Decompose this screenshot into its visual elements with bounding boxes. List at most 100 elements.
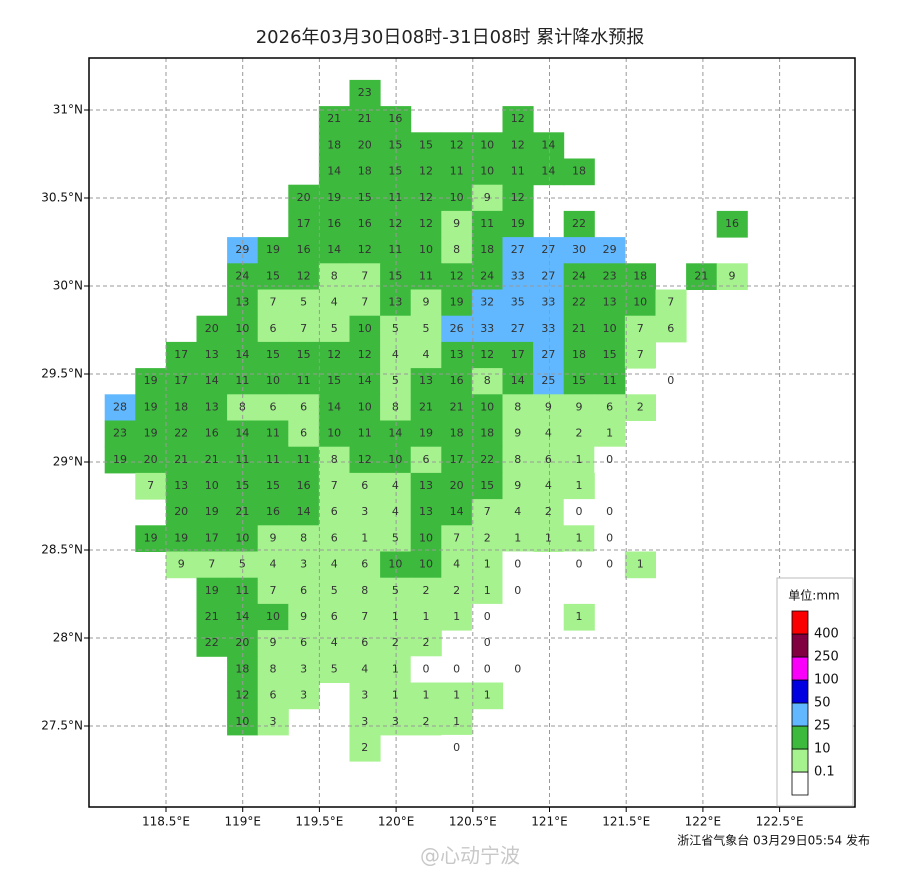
rain-value: 19: [144, 400, 158, 413]
rain-value: 13: [603, 296, 617, 309]
rain-cell: [533, 289, 565, 317]
rain-cell: [533, 132, 565, 159]
rain-value: 11: [419, 269, 433, 282]
rain-cell: [410, 446, 442, 474]
rain-cell: [441, 472, 473, 500]
rain-cell: [257, 708, 289, 736]
rain-value: 2: [453, 584, 460, 597]
rain-value: 6: [423, 453, 430, 466]
rain-value: 15: [358, 191, 372, 204]
rain-cell: [563, 446, 595, 474]
rain-value: 12: [480, 348, 494, 361]
rain-cell: [502, 551, 534, 579]
rain-cell: [533, 420, 565, 448]
rain-value: 5: [331, 322, 338, 335]
rain-value: 22: [174, 427, 188, 440]
rain-value: 5: [392, 584, 399, 597]
rain-value: 15: [388, 138, 402, 151]
rain-value: 11: [266, 427, 280, 440]
rain-cell: [471, 499, 503, 526]
rain-cell: [288, 237, 320, 264]
rain-value: 9: [545, 400, 552, 413]
rain-value: 3: [300, 558, 307, 571]
rain-value: 5: [423, 322, 430, 335]
rain-value: 16: [297, 243, 311, 256]
rain-cell: [349, 630, 381, 657]
rain-value: 6: [667, 322, 674, 335]
rain-cell: [410, 394, 442, 421]
rain-cell: [471, 656, 503, 683]
rain-value: 14: [450, 505, 464, 518]
rain-value: 6: [300, 400, 307, 413]
rain-cell: [563, 420, 595, 448]
rain-value: 3: [361, 689, 368, 702]
rain-value: 19: [144, 531, 158, 544]
rain-value: 6: [300, 584, 307, 597]
rain-value: 0: [606, 453, 613, 466]
rain-value: 10: [358, 400, 372, 413]
rain-cell: [318, 656, 350, 683]
rain-cell: [441, 315, 473, 343]
rain-value: 14: [388, 427, 402, 440]
rain-cell: [288, 499, 320, 526]
rain-cell: [165, 499, 197, 526]
rain-value: 0: [514, 558, 521, 571]
rain-value: 6: [331, 531, 338, 544]
rain-value: 7: [208, 558, 215, 571]
rain-value: 17: [297, 217, 311, 230]
rain-value: 16: [327, 217, 341, 230]
rain-value: 6: [331, 610, 338, 623]
rain-value: 4: [453, 558, 460, 571]
rain-value: 18: [327, 138, 341, 151]
rain-cell: [318, 499, 350, 526]
rain-cell: [196, 420, 228, 448]
rain-value: 21: [572, 322, 586, 335]
rain-value: 3: [361, 715, 368, 728]
rain-value: 33: [511, 269, 525, 282]
rain-value: 22: [480, 453, 494, 466]
rain-value: 0: [514, 662, 521, 675]
rain-value: 14: [358, 374, 372, 387]
rain-value: 14: [511, 374, 525, 387]
rain-cell: [288, 682, 320, 710]
rain-value: 13: [450, 348, 464, 361]
rain-value: 18: [358, 165, 372, 178]
rain-cell: [288, 472, 320, 500]
rain-cell: [410, 603, 442, 631]
rain-value: 8: [392, 400, 399, 413]
rain-value: 28: [113, 400, 127, 413]
rain-cell: [349, 577, 381, 605]
rain-cell: [594, 368, 626, 395]
rain-cell: [349, 682, 381, 710]
lat-tick-label: 29.5°N: [41, 367, 83, 381]
rain-cell: [349, 499, 381, 526]
rain-value: 1: [576, 453, 583, 466]
rain-value: 4: [514, 505, 521, 518]
rain-value: 12: [297, 269, 311, 282]
rain-value: 0: [453, 741, 460, 754]
rain-cell: [471, 682, 503, 710]
rain-cell: [655, 315, 687, 343]
rain-value: 17: [511, 348, 525, 361]
rain-value: 9: [453, 217, 460, 230]
rain-value: 12: [511, 138, 525, 151]
rain-cell: [563, 551, 595, 579]
lat-tick-label: 30°N: [53, 279, 83, 293]
rain-value: 19: [205, 584, 219, 597]
rain-value: 23: [358, 86, 372, 99]
rain-cell: [410, 630, 442, 657]
footer: 浙江省气象台 03月29日05:54 发布: [677, 833, 870, 848]
rain-value: 24: [572, 269, 586, 282]
rain-value: 26: [450, 322, 464, 335]
rain-cell: [288, 656, 320, 683]
legend-label: 250: [814, 650, 839, 665]
rain-cell: [594, 289, 626, 317]
rain-value: 10: [388, 453, 402, 466]
rain-cell: [318, 289, 350, 317]
rain-cell: [349, 708, 381, 736]
rain-cell: [318, 132, 350, 159]
rain-cell: [502, 525, 534, 552]
rain-value: 1: [545, 531, 552, 544]
rain-value: 10: [235, 322, 249, 335]
rain-cell: [288, 341, 320, 369]
